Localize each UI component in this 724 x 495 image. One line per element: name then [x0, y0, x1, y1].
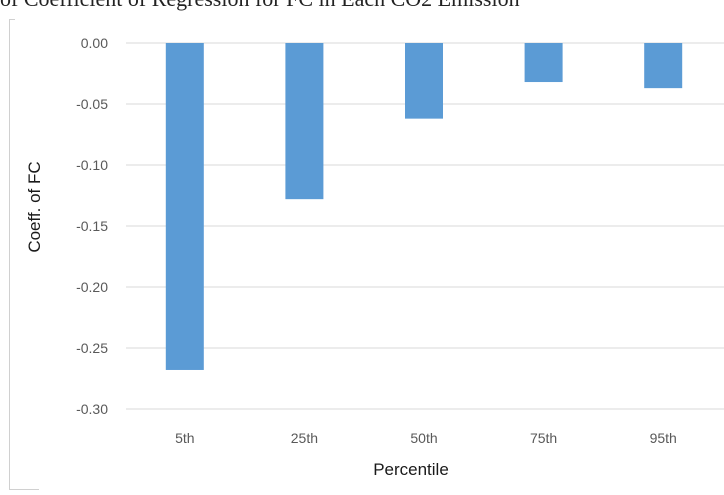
bar-5th [165, 43, 204, 370]
x-axis-title: Percentile [373, 460, 449, 479]
x-tick-label: 95th [650, 430, 677, 446]
bars [165, 43, 683, 370]
figure-caption: of Coefficient of Regression for FC in E… [0, 0, 724, 11]
bar-25th [285, 43, 324, 200]
x-tick-label: 25th [291, 430, 318, 446]
y-tick-labels: 0.00 -0.05 -0.10 -0.15 -0.20 -0.25 -0.30 [76, 35, 108, 417]
frame-corner-top [9, 19, 15, 20]
frame-border [9, 19, 10, 490]
y-tick-label: -0.30 [76, 401, 108, 417]
frame-corner-bottom [9, 489, 39, 490]
y-tick-label: -0.20 [76, 279, 108, 295]
gridlines [126, 42, 724, 410]
bar-50th [405, 43, 443, 119]
y-tick-label: -0.05 [76, 96, 108, 112]
bar-95th [644, 43, 683, 89]
y-axis-title: Coeff. of FC [25, 161, 44, 252]
bar-75th [524, 43, 563, 83]
x-tick-label: 75th [530, 430, 557, 446]
x-tick-labels: 5th 25th 50th 75th 95th [175, 430, 677, 446]
y-tick-label: -0.10 [76, 157, 108, 173]
y-tick-label: -0.25 [76, 340, 108, 356]
y-tick-label: 0.00 [81, 35, 108, 51]
y-tick-label: -0.15 [76, 218, 108, 234]
x-tick-label: 50th [410, 430, 437, 446]
x-tick-label: 5th [175, 430, 194, 446]
